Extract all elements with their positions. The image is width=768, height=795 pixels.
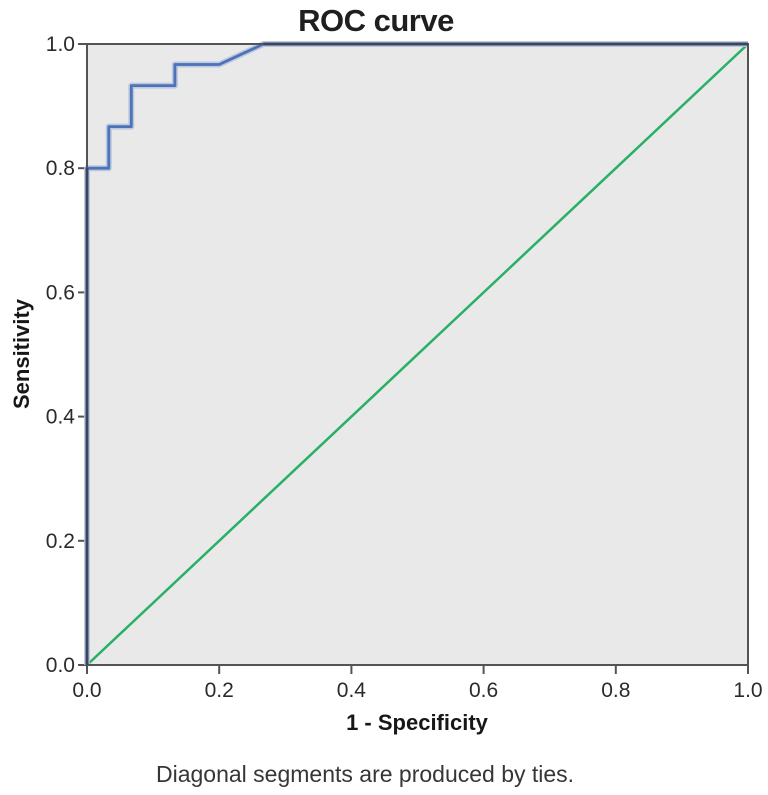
y-tick-label: 0.4 [46, 406, 76, 429]
roc-curve-line [85, 42, 748, 665]
curve-frame-overlap-layer [85, 42, 748, 665]
x-tick-label: 0.4 [337, 679, 367, 702]
y-tick-label: 0.6 [46, 281, 75, 304]
y-tick-label: 1.0 [46, 33, 75, 56]
x-axis-label: 1 - Specificity [346, 710, 489, 735]
roc-plot-svg: 0.0 0.2 0.4 0.6 0.8 1.0 0.0 0.2 0.4 0.6 0.8 1.0 Sen… [9, 33, 763, 735]
x-tick-label: 0.0 [72, 679, 101, 702]
y-axis-label: Sensitivity [9, 298, 34, 409]
chart-series-layer [84, 41, 749, 666]
reference-line [86, 43, 749, 666]
y-tick-label: 0.2 [46, 530, 75, 553]
chart-title: ROC curve [298, 3, 454, 38]
y-tick-label: 0.8 [46, 157, 75, 180]
x-tick-label: 0.8 [601, 679, 630, 702]
chart-footnote: Diagonal segments are produced by ties. [156, 761, 575, 787]
x-tick-label: 0.6 [469, 679, 498, 702]
x-tick-label: 0.2 [205, 679, 234, 702]
y-tick-label: 0.0 [46, 654, 75, 677]
x-tick-label: 1.0 [733, 679, 762, 702]
